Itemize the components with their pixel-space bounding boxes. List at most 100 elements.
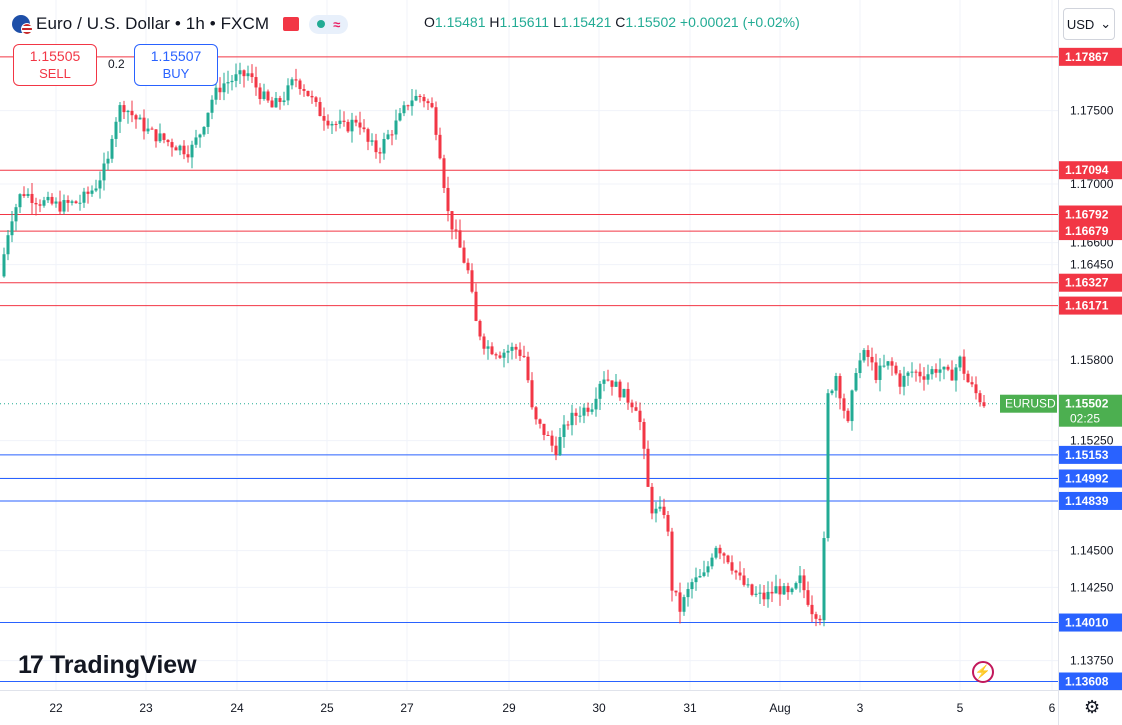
flag-marker-icon[interactable] — [283, 17, 300, 31]
candle-body — [546, 434, 550, 436]
candle-body — [398, 113, 402, 121]
candle-body — [62, 200, 66, 212]
resistance-level-label: 1.16327 — [1065, 276, 1109, 290]
candle-body — [38, 204, 42, 206]
candle-body — [970, 382, 974, 385]
resistance-level-label: 1.16792 — [1065, 208, 1109, 222]
candle-body — [274, 98, 278, 108]
candle-body — [878, 365, 882, 380]
candle-body — [178, 145, 182, 151]
candle-body — [938, 369, 942, 373]
candle-body — [218, 87, 222, 93]
candle-body — [558, 437, 562, 456]
candle-body — [782, 586, 786, 595]
candle-body — [114, 121, 118, 139]
sell-price: 1.15505 — [29, 48, 81, 64]
candle-body — [450, 211, 454, 230]
candle-body — [86, 191, 90, 194]
candle-body — [194, 137, 198, 145]
candle-body — [66, 200, 70, 203]
price-tick-label: 1.17500 — [1070, 104, 1114, 118]
candle-body — [834, 376, 838, 391]
candle-body — [694, 577, 698, 583]
currency-select[interactable]: USD ⌄ — [1063, 8, 1115, 40]
time-tick-label: 24 — [230, 701, 244, 715]
candle-body — [822, 538, 826, 621]
candle-body — [586, 407, 590, 412]
candle-body — [230, 80, 234, 83]
candle-body — [206, 112, 210, 127]
candle-body — [158, 133, 162, 142]
candle-body — [382, 138, 386, 154]
candle-body — [226, 82, 230, 84]
candle-body — [10, 221, 14, 236]
high-value: 1.15611 — [499, 14, 550, 30]
candle-body — [698, 575, 702, 578]
resistance-level-label: 1.16679 — [1065, 224, 1109, 238]
sell-label: SELL — [39, 66, 71, 81]
candle-body — [294, 79, 298, 81]
candle-body — [330, 123, 334, 126]
candle-body — [866, 350, 870, 357]
candle-body — [394, 120, 398, 135]
support-level-label: 1.13608 — [1065, 674, 1109, 688]
price-tick-label: 1.16450 — [1070, 258, 1114, 272]
candle-body — [582, 407, 586, 416]
candle-body — [854, 373, 858, 391]
buy-button[interactable]: 1.15507 BUY — [134, 44, 218, 86]
candle-body — [14, 207, 18, 222]
candle-body — [642, 422, 646, 449]
candle-body — [126, 110, 130, 113]
candle-body — [502, 352, 506, 358]
last-price-label: 1.15502 — [1065, 397, 1109, 411]
candle-body — [654, 508, 658, 514]
candle-body — [934, 369, 938, 373]
candle-body — [286, 85, 290, 101]
candle-body — [978, 393, 982, 403]
candle-body — [474, 291, 478, 321]
candle-body — [802, 575, 806, 591]
market-open-dot-icon — [317, 20, 326, 28]
symbol-title[interactable]: Euro / U.S. Dollar • 1h • FXCM — [36, 14, 270, 33]
sell-button[interactable]: 1.15505 SELL — [13, 44, 97, 86]
candle-body — [414, 95, 418, 101]
candle-body — [674, 590, 678, 593]
bolt-icon[interactable]: ⚡ — [972, 661, 994, 683]
candle-body — [790, 588, 794, 593]
tradingview-logo[interactable]: 17 TradingView — [18, 651, 197, 680]
settings-gear-icon[interactable]: ⚙ — [1084, 697, 1101, 717]
support-level-label: 1.15153 — [1065, 448, 1109, 462]
time-axis: 22 23 24 25 27 29 30 31 Aug 3 5 6 — [0, 690, 1122, 715]
candle-body — [946, 366, 950, 370]
candle-body — [90, 190, 94, 194]
resistance-level-tag — [1059, 296, 1122, 315]
candle-body — [510, 346, 514, 351]
time-tick-label: 3 — [857, 701, 864, 715]
status-pill[interactable]: ≈ — [309, 14, 349, 34]
candle-body — [950, 369, 954, 381]
candle-body — [198, 134, 202, 138]
candle-body — [530, 380, 534, 408]
price-tick-label: 1.15800 — [1070, 353, 1114, 367]
candle-body — [6, 235, 10, 255]
time-tick-label: 6 — [1049, 701, 1056, 715]
candle-body — [542, 423, 546, 435]
candle-body — [634, 407, 638, 411]
candle-body — [390, 134, 394, 136]
candle-body — [314, 97, 318, 102]
candle-body — [554, 445, 558, 456]
candle-body — [486, 346, 490, 349]
candle-body — [22, 194, 26, 196]
time-tick-label: 25 — [320, 701, 334, 715]
candle-body — [250, 73, 254, 78]
candle-body — [930, 369, 934, 375]
candle-body — [974, 384, 978, 394]
candle-body — [622, 388, 626, 398]
candle-body — [706, 566, 710, 573]
candle-body — [366, 129, 370, 142]
candle-body — [478, 320, 482, 337]
candle-body — [150, 128, 154, 130]
candle-body — [618, 381, 622, 398]
candle-body — [798, 575, 802, 584]
